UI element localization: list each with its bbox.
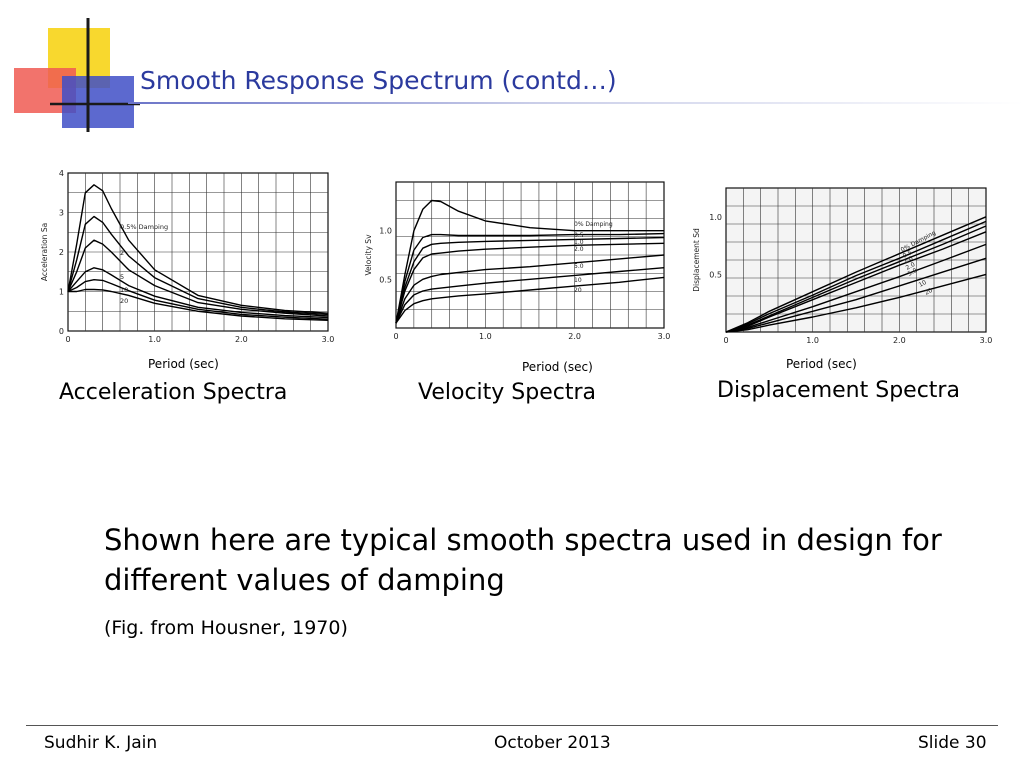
x-tick-label: 0 (723, 336, 728, 345)
series-line (725, 216, 987, 333)
footer-rule (26, 725, 998, 726)
x-tick-label: 2.0 (568, 332, 581, 341)
logo-blue-square (62, 76, 134, 128)
acceleration-xlabel: Period (sec) (148, 357, 219, 371)
series-line (725, 243, 987, 333)
x-tick-label: 1.0 (479, 332, 492, 341)
displacement-caption: Displacement Spectra (717, 378, 960, 403)
body-text: Shown here are typical smooth spectra us… (104, 523, 942, 597)
series-label: 0.5 (574, 232, 584, 239)
y-tick-label: 0.5 (379, 275, 392, 284)
series-label: 2 (120, 249, 124, 257)
series-label: 20 (574, 287, 582, 294)
y-tick-label: 0.5 (709, 270, 722, 279)
x-tick-label: 1.0 (806, 336, 819, 345)
series-label: 10 (918, 279, 928, 289)
series-line (67, 184, 329, 314)
title-underline (128, 102, 1024, 104)
series-label: 20 (924, 287, 934, 297)
series-line (395, 232, 665, 324)
x-tick-label: 3.0 (658, 332, 671, 341)
velocity-caption: Velocity Spectra (418, 380, 597, 405)
velocity-xlabel: Period (sec) (522, 360, 593, 374)
series-line (395, 276, 665, 324)
figure-source: (Fig. from Housner, 1970) (104, 617, 348, 639)
y-tick-label: 1.0 (709, 213, 722, 222)
y-tick-label: 0 (59, 327, 64, 336)
y-tick-label: 1 (59, 288, 64, 297)
x-tick-label: 2.0 (893, 336, 906, 345)
x-tick-label: 0 (393, 332, 398, 341)
slide-title: Smooth Response Spectrum (contd…) (140, 66, 617, 95)
series-line (67, 267, 329, 319)
x-tick-label: 3.0 (980, 336, 993, 345)
series-line (68, 288, 329, 321)
series-label: 0.5% Damping (120, 223, 168, 231)
series-line (395, 236, 665, 324)
y-tick-label: 3 (59, 209, 64, 218)
series-label: 1.0 (574, 239, 584, 246)
y-tick-label: 4 (59, 169, 64, 178)
footer-author: Sudhir K. Jain (44, 733, 158, 753)
series-line (395, 242, 665, 324)
series-line (67, 215, 329, 316)
series-label: 0.5 (902, 249, 914, 260)
y-tick-label: 1.0 (379, 227, 392, 236)
series-label: 2.0 (574, 246, 584, 253)
series-label: 5 (120, 273, 124, 281)
displacement-xlabel: Period (sec) (786, 357, 857, 371)
series-line (395, 199, 664, 324)
series-line (725, 231, 987, 333)
x-tick-label: 0 (65, 335, 70, 344)
y-tick-label: 2 (59, 248, 64, 257)
x-tick-label: 1.0 (148, 335, 161, 344)
velocity-chart: 0 1.0 2.0 3.0 0.5 1.0 Velocity Sv 0% Damping 0.5… (362, 176, 680, 348)
series-label: 1.0 (903, 255, 915, 266)
x-tick-label: 3.0 (322, 335, 335, 344)
series-line (67, 239, 329, 317)
slide-logo (14, 18, 140, 132)
series-line (395, 254, 665, 324)
acceleration-chart-svg: 0 1.0 2.0 3.0 0 1 2 3 4 Acceleration Sa 0.5% Dampi… (40, 169, 335, 344)
series-line (67, 279, 329, 320)
series-line (395, 267, 665, 324)
series-label: 5.0 (907, 267, 919, 278)
series-line (725, 273, 987, 333)
acceleration-chart: 0 1.0 2.0 3.0 0 1 2 3 4 Acceleration Sa 0.5% Dampi… (38, 163, 338, 353)
series-label: 5.0 (574, 263, 584, 270)
series-label: 0% Damping (574, 221, 613, 228)
acceleration-caption: Acceleration Spectra (59, 380, 288, 405)
displacement-chart: 0 1.0 2.0 3.0 0.5 1.0 Displacement Sd 0% Dampin… (690, 182, 1000, 348)
series-label: 10 (120, 286, 128, 294)
footer-date: October 2013 (494, 733, 611, 753)
series-line (725, 257, 987, 333)
x-tick-label: 2.0 (235, 335, 248, 344)
series-line (725, 225, 987, 333)
series-line (725, 220, 987, 333)
series-label: 20 (120, 297, 128, 305)
footer-slide-number: Slide 30 (918, 733, 987, 753)
y-axis-label: Displacement Sd (692, 228, 701, 292)
series-label: 10 (574, 277, 582, 284)
y-axis-label: Acceleration Sa (40, 223, 49, 281)
series-label: 2.0 (905, 261, 917, 272)
y-axis-label: Velocity Sv (364, 234, 373, 276)
